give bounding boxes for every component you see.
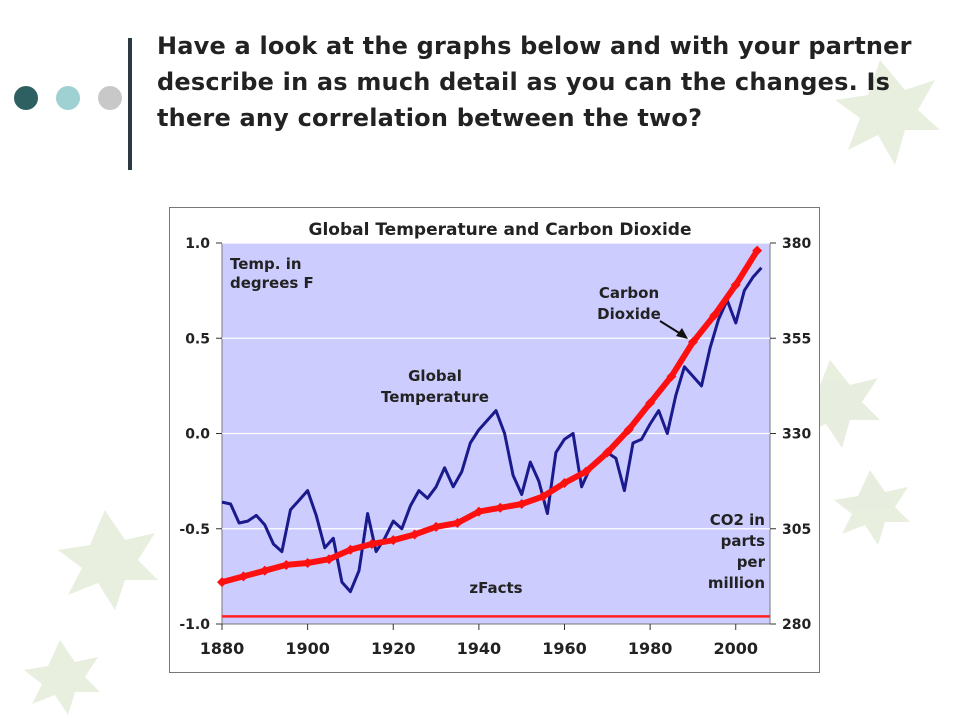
left-tick-label: -0.5 (179, 522, 210, 538)
co2-marker (473, 506, 484, 517)
co2-marker (730, 279, 741, 290)
co2-marker (388, 535, 399, 546)
co2-marker (538, 491, 549, 502)
co2-marker (259, 565, 270, 576)
co2-marker (495, 502, 506, 513)
right-tick-label: 305 (782, 522, 811, 538)
left-axis-label-2: degrees F (230, 274, 314, 292)
co2-marker (217, 577, 227, 588)
co2-marker (752, 245, 763, 256)
arrow-head-icon (676, 328, 688, 339)
co2-annotation-2: Dioxide (597, 305, 661, 323)
right-tick-label: 380 (782, 236, 811, 252)
co2-marker (345, 544, 356, 555)
co2-marker (516, 498, 527, 509)
left-tick-label: 0.5 (185, 331, 210, 347)
x-tick-label: 1900 (285, 639, 330, 658)
leaf-icon (58, 510, 158, 610)
temp-annotation-1: Global (408, 367, 462, 385)
co2-marker (281, 559, 292, 570)
source-label: zFacts (469, 579, 522, 597)
chart-title: Global Temperature and Carbon Dioxide (308, 220, 691, 240)
right-tick-label: 280 (782, 617, 811, 633)
co2-annotation-1: Carbon (599, 284, 659, 302)
temp-annotation-2: Temperature (381, 388, 489, 406)
co2-marker (302, 558, 313, 569)
slide-instruction: Have a look at the graphs below and with… (157, 32, 912, 132)
co2-marker (409, 529, 420, 540)
co2-marker (623, 424, 634, 435)
leaf-icon (24, 640, 100, 715)
left-tick-label: 0.0 (185, 427, 210, 443)
co2-marker (559, 478, 570, 489)
co2-marker (687, 337, 698, 348)
co2-marker (645, 398, 656, 409)
leaf-icon (835, 60, 940, 165)
right-axis-label-2: parts (721, 532, 765, 550)
x-tick-label: 1940 (457, 639, 502, 658)
left-tick-label: -1.0 (179, 617, 210, 633)
right-axis-label-4: million (708, 574, 765, 592)
leaf-icon (834, 470, 910, 545)
gridlines (222, 242, 770, 530)
right-tick-label: 355 (782, 331, 811, 347)
chart-svg: 1.0 0.5 0.0 -0.5 -1.0 380 355 330 305 280 1880 1900… (179, 220, 811, 658)
axis-ticks: 1.0 0.5 0.0 -0.5 -1.0 380 355 330 305 280 1880 1900… (179, 236, 811, 658)
x-tick-label: 1920 (371, 639, 416, 658)
left-tick-label: 1.0 (185, 236, 210, 252)
temperature-series-line (221, 266, 763, 594)
dot-dark-icon (14, 86, 38, 110)
co2-marker (366, 538, 377, 549)
left-axis-label-1: Temp. in (230, 255, 302, 273)
co2-marker (324, 554, 335, 565)
dot-light-icon (56, 86, 80, 110)
right-tick-label: 330 (782, 427, 811, 443)
x-tick-label: 1980 (628, 639, 673, 658)
co2-marker (666, 371, 677, 382)
co2-marker (580, 466, 591, 477)
title-divider (128, 38, 132, 170)
x-tick-label: 1960 (542, 639, 587, 658)
right-axis-label-3: per (737, 553, 766, 571)
x-tick-label: 1880 (200, 639, 245, 658)
co2-marker (602, 447, 613, 458)
dot-gray-icon (98, 86, 122, 110)
co2-marker (452, 518, 463, 529)
series-layer (217, 245, 770, 618)
right-axis-label-1: CO2 in (710, 511, 765, 529)
co2-marker (709, 310, 720, 321)
chart-frame: 1.0 0.5 0.0 -0.5 -1.0 380 355 330 305 280 1880 1900… (169, 207, 820, 673)
co2-marker (431, 521, 442, 532)
co2-marker (238, 571, 249, 582)
x-tick-label: 2000 (713, 639, 758, 658)
